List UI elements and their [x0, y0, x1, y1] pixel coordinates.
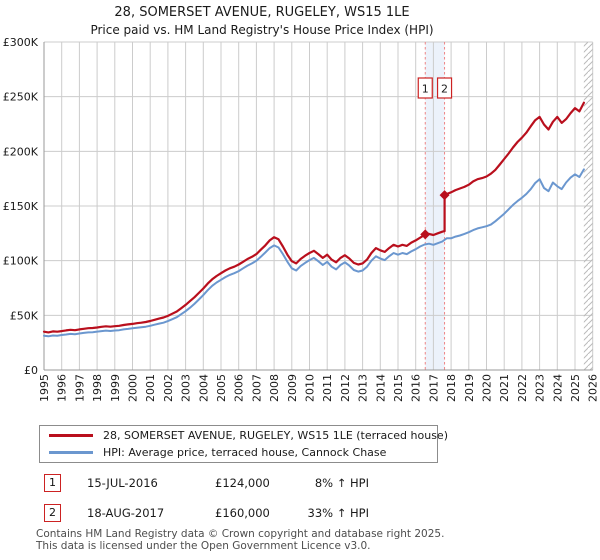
x-tick-label: 2007 [250, 374, 263, 402]
x-tick-label: 2025 [569, 374, 582, 402]
y-tick-label: £300K [3, 36, 39, 49]
x-tick-label: 2018 [445, 374, 458, 402]
x-tick-label: 2001 [144, 374, 157, 402]
sale-2-hpi-change: 33% ↑ HPI [307, 506, 369, 520]
sale-2-badge: 2 [44, 504, 61, 522]
sale-2-marker [439, 190, 450, 201]
x-tick-label: 2008 [268, 374, 281, 402]
sale-2-date: 18-AUG-2017 [87, 506, 165, 520]
price-chart: 1 2 £0 £50K £100K £150K £200K £250K £300K 1995 199… [3, 36, 600, 402]
x-tick-label: 2021 [498, 374, 511, 402]
page-subtitle: Price paid vs. HM Land Registry's House … [90, 23, 434, 37]
x-tick-label: 2011 [321, 374, 334, 402]
sale-2-flag-number: 2 [441, 83, 448, 96]
legend-item-property: 28, SOMERSET AVENUE, RUGELEY, WS15 1LE (… [40, 427, 448, 444]
y-tick-label: £250K [3, 91, 39, 104]
y-tick-label: £50K [10, 309, 39, 322]
chart-legend: 28, SOMERSET AVENUE, RUGELEY, WS15 1LE (… [39, 425, 448, 463]
x-tick-label: 2013 [357, 374, 370, 402]
legend-label-property: 28, SOMERSET AVENUE, RUGELEY, WS15 1LE (… [103, 429, 448, 442]
hpi-line-swatch [49, 451, 93, 454]
x-tick-label: 2004 [197, 374, 210, 402]
license-footer: Contains HM Land Registry data © Crown c… [36, 528, 596, 552]
y-tick-label: £150K [3, 200, 39, 213]
x-tick-label: 2014 [374, 374, 387, 402]
property-line-swatch [49, 434, 93, 437]
x-tick-label: 1996 [56, 374, 69, 402]
x-tick-label: 2015 [392, 374, 405, 402]
x-tick-label: 2002 [162, 374, 175, 402]
page-title: 28, SOMERSET AVENUE, RUGELEY, WS15 1LE [114, 5, 410, 20]
x-tick-label: 2000 [127, 374, 140, 402]
x-tick-label: 2006 [233, 374, 246, 402]
x-tick-label: 2005 [215, 374, 228, 402]
footer-line-1: Contains HM Land Registry data © Crown c… [36, 528, 445, 540]
y-tick-label: £200K [3, 145, 39, 158]
sale-1-price: £124,000 [215, 476, 270, 490]
legend-label-hpi: HPI: Average price, terraced house, Cann… [103, 446, 387, 459]
x-tick-label: 2009 [286, 374, 299, 402]
x-tick-label: 2023 [534, 374, 547, 402]
x-tick-label: 2020 [481, 374, 494, 402]
x-tick-label: 2019 [463, 374, 476, 402]
x-tick-label: 2010 [304, 374, 317, 402]
sale-1-flag [417, 77, 433, 99]
y-tick-label: £0 [24, 364, 38, 377]
x-tick-label: 1999 [109, 374, 122, 402]
x-tick-label: 2016 [410, 374, 423, 402]
x-tick-label: 1998 [91, 374, 104, 402]
footer-line-2: This data is licensed under the Open Gov… [36, 539, 371, 552]
x-tick-label: 2026 [587, 374, 600, 402]
sale-1-marker [420, 229, 431, 240]
legend-item-hpi: HPI: Average price, terraced house, Cann… [40, 444, 437, 461]
x-tick-label: 1997 [73, 374, 86, 402]
y-tick-label: £100K [3, 255, 39, 268]
future-hatch-region [583, 42, 593, 370]
sale-1-hpi-change: 8% ↑ HPI [314, 476, 369, 490]
sale-2-flag [436, 77, 453, 99]
sale-1-date: 15-JUL-2016 [87, 476, 158, 490]
sale-1-flag-number: 1 [422, 83, 429, 96]
x-tick-label: 2024 [551, 374, 564, 402]
x-tick-label: 2017 [427, 374, 440, 402]
property-price-line [42, 101, 586, 334]
sale-table-row-2: 2 18-AUG-2017 £160,000 33% ↑ HPI [0, 504, 600, 524]
x-tick-label: 2003 [180, 374, 193, 402]
sale-table-row-1: 1 15-JUL-2016 £124,000 8% ↑ HPI [0, 474, 600, 494]
sale-1-badge: 1 [44, 474, 61, 492]
sale-2-price: £160,000 [215, 506, 270, 520]
x-tick-label: 1995 [38, 374, 51, 402]
x-tick-label: 2012 [339, 374, 352, 402]
x-tick-label: 2022 [516, 374, 529, 402]
hpi-line [43, 168, 585, 338]
